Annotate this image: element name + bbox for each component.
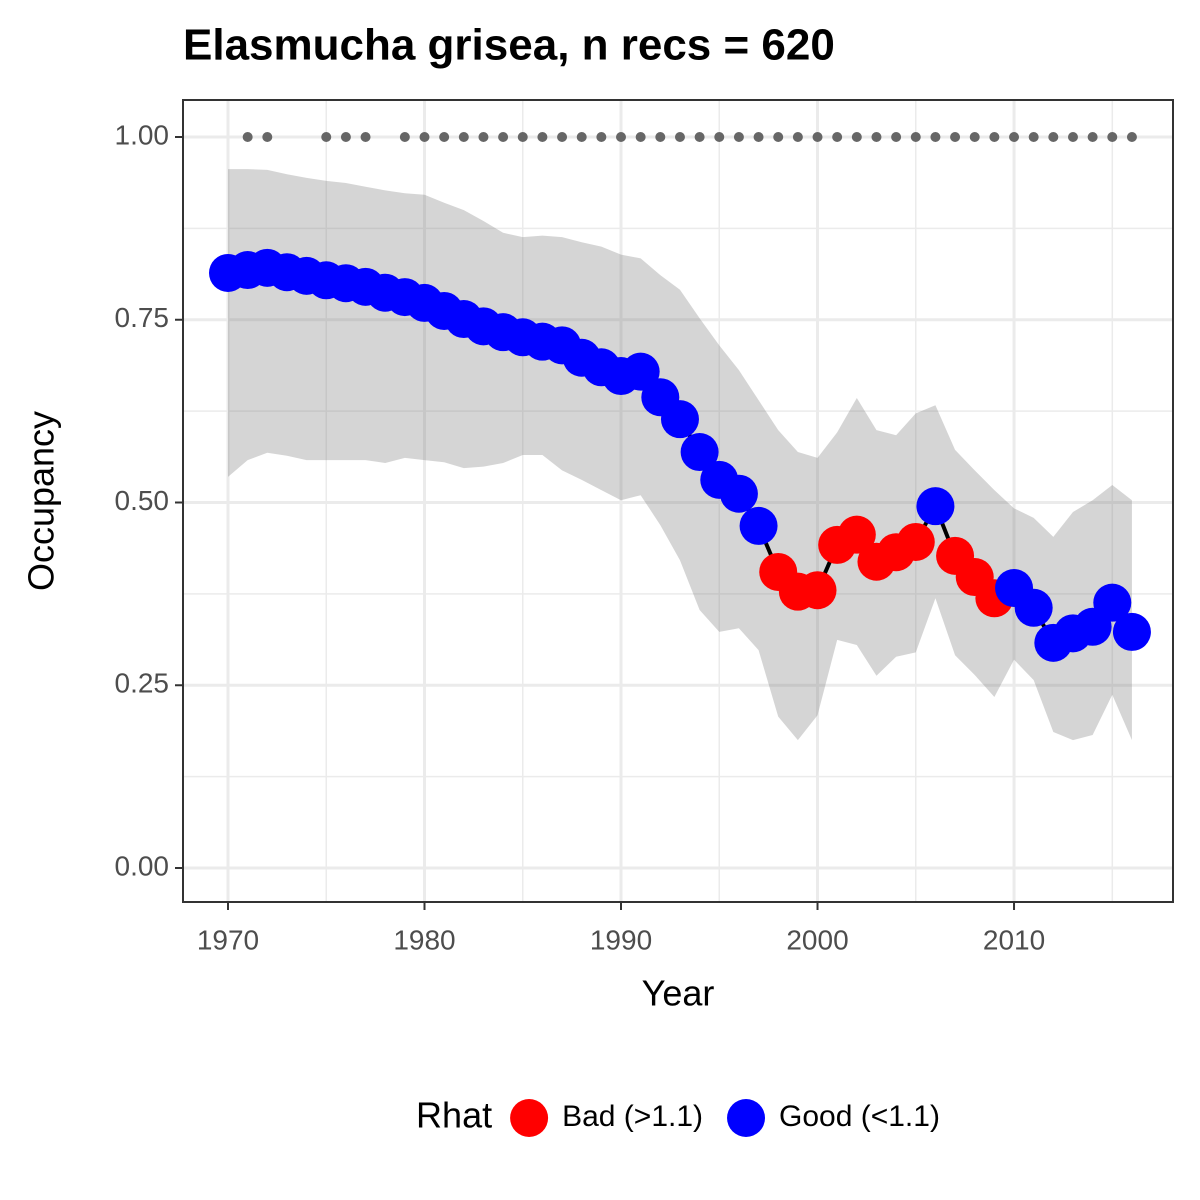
record-dot: [753, 131, 764, 142]
record-dot: [458, 131, 469, 142]
record-dot: [891, 131, 902, 142]
x-tick-label: 1980: [393, 924, 455, 955]
legend-swatch: [510, 1099, 549, 1137]
legend-label: Good (<1.1): [779, 1100, 940, 1133]
plot-area: 1970 1980 1990 2000 2010 0.00 0.25 0.50 0.75 1.00: [115, 99, 1174, 955]
record-dot: [596, 131, 607, 142]
legend: Rhat Bad (>1.1) Good (<1.1): [416, 1095, 940, 1137]
data-point: [1093, 583, 1132, 622]
data-point: [719, 474, 758, 513]
legend-label: Bad (>1.1): [562, 1100, 703, 1133]
record-dot: [616, 131, 627, 142]
x-tick-label: 2010: [983, 924, 1045, 955]
record-dot: [1028, 131, 1039, 142]
y-tick-label: 0.75: [115, 302, 170, 333]
y-tick-label: 0.25: [115, 668, 170, 699]
record-dot: [557, 131, 568, 142]
data-point: [837, 515, 876, 554]
record-dot: [1107, 131, 1118, 142]
y-tick-label: 0.50: [115, 485, 170, 516]
record-dot: [340, 131, 351, 142]
y-tick-label: 0.00: [115, 850, 170, 881]
y-axis-title: Occupancy: [21, 411, 62, 591]
record-dot: [910, 131, 921, 142]
record-dot: [360, 131, 371, 142]
record-dot: [1009, 131, 1020, 142]
record-dot: [576, 131, 587, 142]
plot-border: [182, 99, 1174, 903]
record-dot: [1067, 131, 1078, 142]
data-point: [916, 487, 955, 526]
record-dot: [498, 131, 509, 142]
record-dot: [1126, 131, 1137, 142]
record-dot: [1048, 131, 1059, 142]
record-dot: [714, 131, 725, 142]
record-dot: [694, 131, 705, 142]
record-dot: [733, 131, 744, 142]
data-point: [621, 352, 660, 391]
data-point: [1014, 588, 1053, 627]
record-dot: [989, 131, 1000, 142]
chart-title: Elasmucha grisea, n recs = 620: [183, 21, 835, 70]
record-dot: [399, 131, 410, 142]
legend-swatch: [727, 1099, 766, 1137]
record-dot: [419, 131, 430, 142]
legend-title: Rhat: [416, 1095, 492, 1136]
data-point: [798, 571, 837, 610]
record-dot: [969, 131, 980, 142]
record-dot: [851, 131, 862, 142]
x-axis-title: Year: [642, 973, 715, 1014]
record-dot: [930, 131, 941, 142]
record-dot: [321, 131, 332, 142]
record-dot: [262, 131, 273, 142]
record-dot: [537, 131, 548, 142]
data-point: [896, 522, 935, 561]
record-dot: [674, 131, 685, 142]
record-dot: [1087, 131, 1098, 142]
record-dot: [635, 131, 646, 142]
data-point: [680, 433, 719, 472]
x-tick-label: 1970: [197, 924, 259, 955]
x-tick-label: 1990: [590, 924, 652, 955]
data-point: [739, 506, 778, 545]
record-dot: [242, 131, 253, 142]
x-tick-label: 2000: [786, 924, 848, 955]
record-dot: [439, 131, 450, 142]
record-dot: [871, 131, 882, 142]
y-tick-label: 1.00: [115, 119, 170, 150]
data-point: [660, 400, 699, 439]
record-dot: [478, 131, 489, 142]
record-dot: [773, 131, 784, 142]
record-dot: [812, 131, 823, 142]
data-point: [1112, 612, 1151, 651]
record-dot: [792, 131, 803, 142]
record-dot: [517, 131, 528, 142]
record-dot: [832, 131, 843, 142]
record-dot: [950, 131, 961, 142]
record-dot: [655, 131, 666, 142]
